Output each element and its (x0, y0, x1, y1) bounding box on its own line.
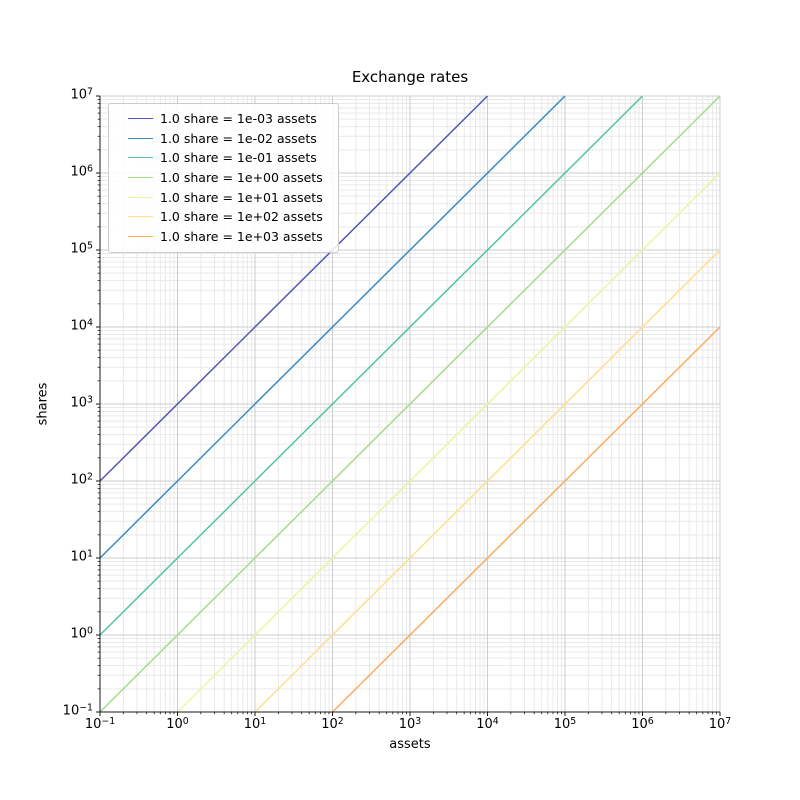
x-tick-labels: 10−1 100 101 102 103 104 105 106 107 (0, 716, 800, 736)
y-tick-label: 103 (70, 394, 94, 411)
legend-line-swatch (128, 235, 153, 237)
y-tick-label: 104 (70, 317, 94, 334)
legend-item: 1.0 share = 1e-01 assets (128, 148, 328, 168)
x-axis-label: assets (389, 737, 431, 752)
legend: 1.0 share = 1e-03 assets 1.0 share = 1e-0… (108, 103, 339, 254)
x-tick-label: 101 (243, 715, 267, 732)
y-tick-labels: 10−1 100 101 102 103 104 105 106 107 (0, 0, 93, 800)
legend-line-swatch (128, 216, 153, 218)
legend-item: 1.0 share = 1e-03 assets (128, 109, 328, 129)
series-line (331, 326, 721, 713)
x-tick-label: 106 (631, 715, 654, 732)
x-tick-label: 103 (398, 715, 422, 732)
legend-item: 1.0 share = 1e+01 assets (128, 187, 328, 207)
series-line (99, 95, 721, 713)
y-tick-label: 107 (70, 86, 94, 103)
legend-line-swatch (128, 196, 153, 198)
legend-label: 1.0 share = 1e+03 assets (160, 228, 323, 244)
x-tick-label: 100 (166, 715, 189, 732)
legend-label: 1.0 share = 1e-01 assets (160, 150, 317, 166)
y-tick-label: 100 (70, 625, 94, 642)
legend-item: 1.0 share = 1e+00 assets (128, 168, 328, 188)
legend-line-swatch (128, 157, 153, 159)
y-tick-label: 10−1 (62, 702, 93, 719)
legend-item: 1.0 share = 1e-02 assets (128, 129, 328, 149)
legend-label: 1.0 share = 1e+01 assets (160, 189, 323, 205)
series-line (99, 95, 566, 559)
y-tick-label: 106 (70, 163, 94, 180)
y-tick-label: 105 (70, 240, 94, 257)
x-tick-label: 107 (708, 715, 732, 732)
y-tick-label: 101 (70, 548, 94, 565)
legend-label: 1.0 share = 1e+02 assets (160, 209, 323, 225)
series-line (99, 95, 644, 636)
x-tick-label: 10−1 (84, 715, 116, 732)
x-tick-label: 102 (321, 715, 344, 732)
legend-line-swatch (128, 137, 153, 139)
legend-label: 1.0 share = 1e-02 assets (160, 130, 317, 146)
legend-label: 1.0 share = 1e+00 assets (160, 170, 323, 186)
legend-item: 1.0 share = 1e+02 assets (128, 207, 328, 227)
series-line (176, 172, 721, 713)
series-line (254, 249, 721, 713)
x-tick-label: 105 (553, 715, 577, 732)
legend-line-swatch (128, 118, 153, 120)
y-tick-label: 102 (70, 471, 94, 488)
legend-item: 1.0 share = 1e+03 assets (128, 227, 328, 247)
legend-line-swatch (128, 177, 153, 179)
series-line (99, 95, 489, 482)
x-tick-label: 104 (476, 715, 499, 732)
chart-title: Exchange rates (351, 68, 469, 86)
legend-label: 1.0 share = 1e-03 assets (160, 111, 317, 127)
